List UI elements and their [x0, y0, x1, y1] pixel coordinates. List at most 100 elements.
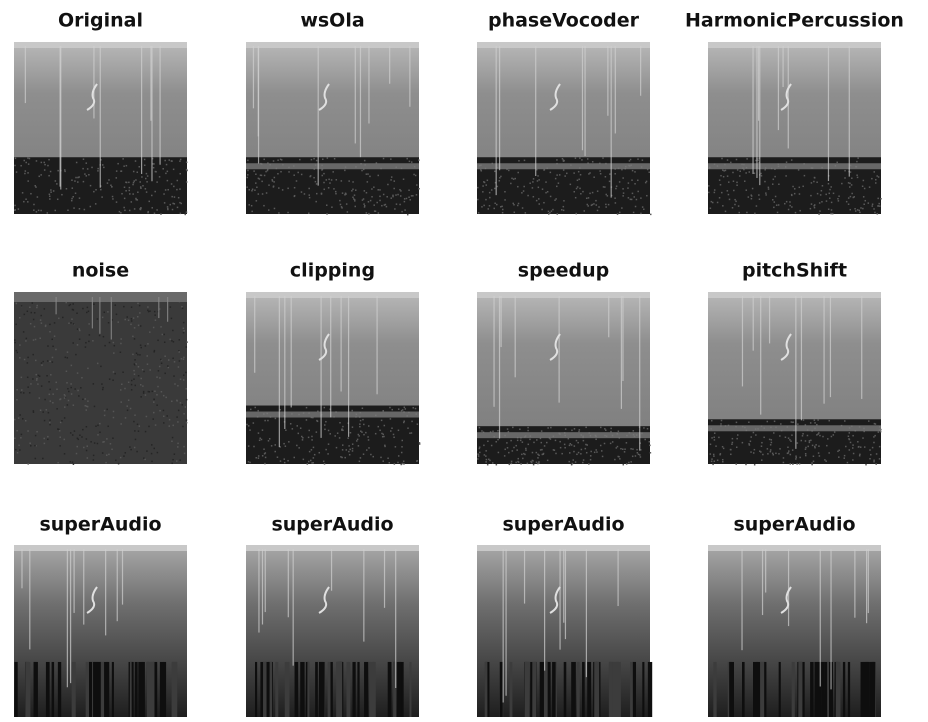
noise-speck [176, 416, 178, 418]
low-speck [600, 173, 602, 175]
low-speck [592, 161, 594, 163]
low-speck [622, 449, 624, 451]
noise-speck [110, 443, 112, 445]
low-speck [778, 453, 780, 455]
low-speck [857, 157, 859, 159]
spectrogram [477, 42, 651, 215]
low-speck [136, 199, 138, 201]
low-speck [507, 447, 509, 449]
noise-speck [64, 397, 65, 399]
low-speck [809, 440, 811, 442]
low-speck [90, 206, 92, 208]
low-speck [565, 428, 567, 430]
low-speck [512, 450, 513, 452]
low-speck [417, 423, 419, 425]
panel-title: phaseVocoder [488, 10, 640, 32]
low-speck [785, 436, 787, 438]
noise-speck [46, 409, 48, 411]
low-speck [587, 158, 589, 160]
low-speck [875, 182, 877, 184]
low-speck [815, 444, 817, 446]
low-speck [133, 171, 135, 173]
low-speck [859, 210, 861, 212]
low-speck [506, 442, 508, 444]
low-speck [632, 448, 634, 450]
noise-speck [97, 434, 99, 436]
low-speck [860, 207, 862, 209]
low-speck [363, 203, 365, 205]
low-speck [749, 171, 751, 173]
low-speck [328, 179, 330, 181]
low-speck [544, 445, 546, 447]
low-speck [40, 210, 42, 212]
noise-speck [180, 402, 182, 404]
noise-speck [64, 453, 66, 455]
low-speck [720, 423, 722, 425]
low-speck [287, 212, 289, 214]
low-stripe [729, 662, 734, 717]
low-speck [859, 212, 861, 214]
low-stripe [582, 662, 585, 717]
noise-speck [140, 396, 142, 398]
low-speck [748, 443, 750, 445]
low-speck [596, 451, 598, 453]
noise-speck [55, 382, 57, 384]
noise-speck [137, 303, 139, 305]
low-speck [633, 212, 635, 214]
low-speck [873, 436, 875, 438]
low-speck [280, 171, 282, 173]
low-speck [25, 162, 27, 164]
low-speck [579, 188, 581, 190]
noise-speck [42, 411, 44, 413]
low-speck [644, 439, 646, 441]
noise-speck [47, 345, 49, 347]
low-speck [248, 461, 250, 463]
low-speck [492, 462, 494, 464]
low-speck [326, 213, 328, 215]
noise-speck [49, 424, 51, 426]
low-speck [513, 204, 515, 206]
low-speck [268, 440, 270, 442]
noise-speck [102, 441, 104, 443]
low-speck [16, 171, 18, 173]
low-speck [780, 423, 782, 425]
low-speck [313, 158, 315, 160]
noise-speck [82, 308, 84, 310]
top-strip [246, 292, 419, 298]
low-speck [524, 454, 526, 456]
low-speck [154, 213, 156, 215]
low-speck [487, 208, 489, 210]
low-speck [874, 435, 876, 437]
low-speck [788, 209, 790, 211]
low-speck [605, 176, 607, 178]
low-speck [287, 188, 289, 190]
noise-speck [180, 379, 182, 381]
low-speck [538, 461, 540, 463]
low-speck [273, 160, 275, 162]
low-stripe [397, 662, 401, 717]
low-speck [36, 211, 38, 213]
low-speck [718, 437, 720, 439]
low-speck [344, 457, 346, 459]
low-speck [411, 195, 413, 197]
low-speck [868, 202, 870, 204]
noise-speck [182, 426, 184, 428]
low-speck [356, 440, 358, 442]
low-speck [538, 203, 540, 205]
low-speck [379, 430, 381, 432]
low-speck [116, 177, 118, 179]
low-speck [802, 186, 804, 188]
noise-speck [168, 359, 170, 361]
panel-title: pitchShift [742, 260, 847, 282]
low-speck [404, 407, 406, 409]
noise-speck [148, 311, 150, 313]
low-speck [723, 448, 725, 450]
low-speck [730, 162, 732, 164]
low-speck [278, 187, 280, 189]
low-speck [818, 452, 820, 454]
noise-speck [142, 369, 144, 371]
low-speck [580, 453, 582, 455]
noise-speck [77, 372, 79, 374]
low-speck [739, 170, 741, 172]
low-speck [315, 201, 317, 203]
